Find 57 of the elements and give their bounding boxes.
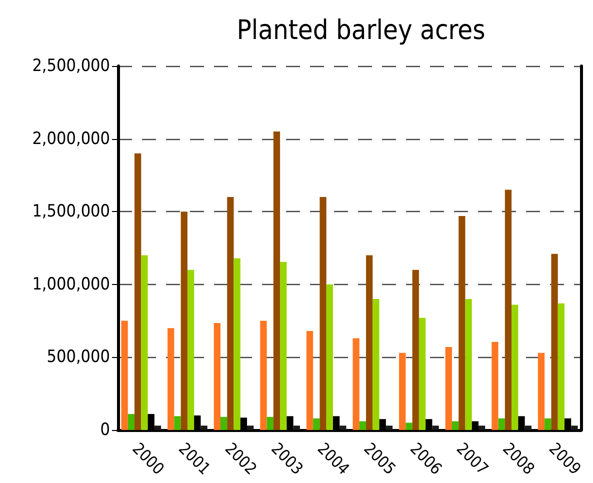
bar: [492, 342, 498, 430]
bar: [306, 330, 314, 430]
bar: [320, 197, 326, 430]
bar: [200, 426, 208, 430]
bar: [313, 418, 320, 430]
y-tick-label: 1,500,000: [32, 202, 110, 222]
bar: [551, 254, 558, 430]
y-tick-label: 0: [100, 420, 110, 440]
bar: [168, 328, 174, 430]
bar: [372, 298, 380, 430]
bar: [234, 258, 240, 430]
y-tick-label: 1,000,000: [32, 274, 110, 294]
bar: [141, 255, 148, 430]
bar: [280, 262, 287, 430]
bar: [359, 421, 366, 430]
bar: [498, 418, 505, 430]
bar: [174, 416, 181, 430]
bar: [452, 421, 459, 430]
y-tick-label: 500,000: [46, 347, 110, 368]
bar: [352, 338, 360, 430]
bar: [128, 414, 135, 430]
bar: [524, 426, 532, 430]
bar: [340, 426, 346, 430]
bar: [134, 153, 142, 430]
bar: [386, 426, 393, 430]
bar: [121, 320, 128, 430]
bar: [180, 212, 188, 430]
bar: [293, 426, 300, 430]
bar: [418, 318, 426, 430]
bar: [220, 416, 228, 430]
bar: [326, 284, 333, 430]
bar: [154, 426, 162, 430]
bar: [187, 270, 194, 430]
bar: [266, 416, 274, 430]
bar: [504, 190, 512, 430]
bar: [512, 304, 518, 430]
chart-title: Planted barley acres: [236, 15, 486, 46]
bar: [458, 216, 466, 430]
bar: [432, 426, 439, 430]
bar: [247, 426, 254, 430]
bar: [227, 197, 234, 430]
bar: [273, 132, 280, 430]
bar: [406, 422, 412, 430]
bar: [538, 352, 545, 430]
bar: [214, 322, 220, 430]
bar: [399, 352, 406, 430]
y-tick-label: 2,000,000: [32, 128, 110, 149]
bar: [558, 303, 564, 430]
bar: [412, 270, 419, 430]
y-tick-label: 2,500,000: [32, 56, 110, 76]
bar: [465, 298, 472, 430]
bar: [445, 347, 452, 430]
bar: [544, 418, 552, 430]
bar: [478, 426, 486, 430]
bar: [571, 426, 578, 430]
bar: [260, 320, 267, 430]
bar: [366, 255, 373, 430]
